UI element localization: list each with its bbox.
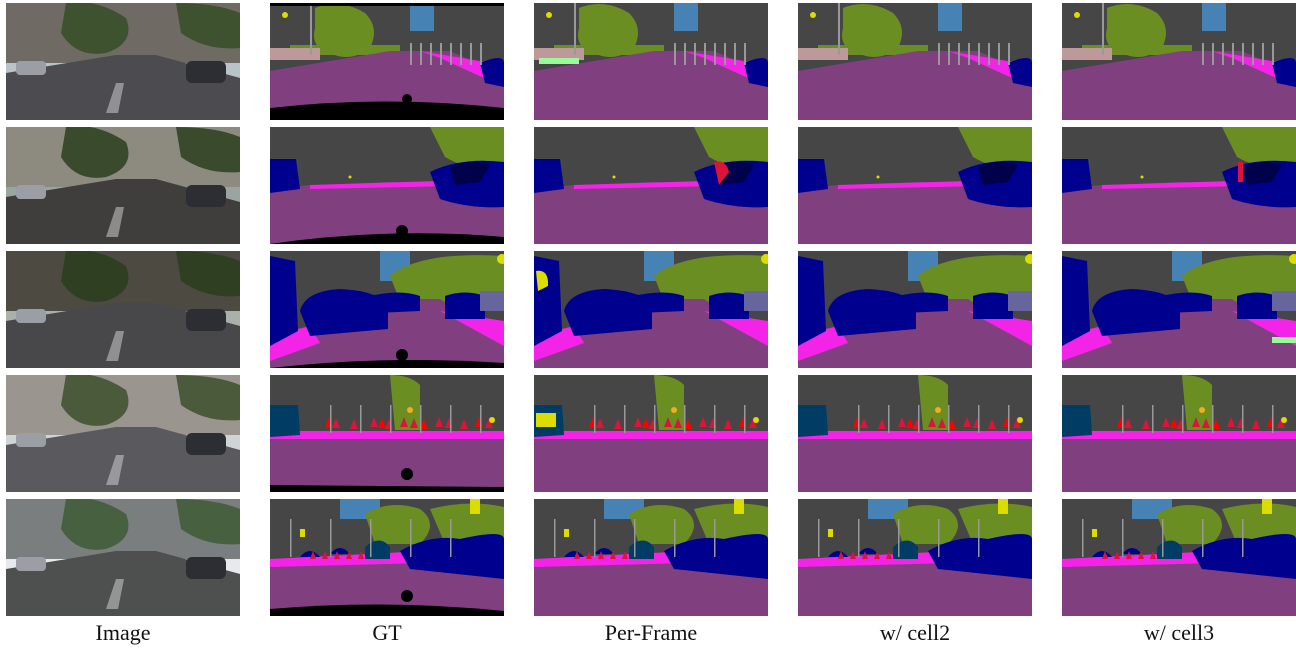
- panel-graphic: [270, 127, 504, 244]
- ground-truth-panel: [270, 499, 504, 616]
- column-label-cell2: w/ cell2: [879, 620, 951, 645]
- column-label-image: Image: [95, 620, 151, 645]
- panel-graphic: [534, 127, 768, 244]
- prediction-panel: [798, 375, 1032, 492]
- panel-graphic: [1062, 499, 1296, 616]
- prediction-panel: [798, 251, 1032, 368]
- prediction-panel: [798, 499, 1032, 616]
- prediction-panel: [534, 251, 768, 368]
- prediction-panel: [798, 3, 1032, 120]
- ground-truth-panel: [270, 375, 504, 492]
- column-label-cell3: w/ cell3: [1143, 620, 1215, 645]
- panel-graphic: [6, 499, 240, 616]
- prediction-panel: [534, 499, 768, 616]
- input-image-panel: [6, 499, 240, 616]
- panel-graphic: [798, 127, 1032, 244]
- prediction-panel: [534, 127, 768, 244]
- panel-graphic: [534, 3, 768, 120]
- panel-graphic: [6, 375, 240, 492]
- panel-graphic: [270, 251, 504, 368]
- panel-graphic: [534, 375, 768, 492]
- panel-graphic: [270, 3, 504, 120]
- panel-graphic: [798, 375, 1032, 492]
- panel-graphic: [534, 251, 768, 368]
- panel-graphic: [798, 3, 1032, 120]
- ground-truth-panel: [270, 127, 504, 244]
- panel-graphic: [798, 251, 1032, 368]
- prediction-panel: [1062, 251, 1296, 368]
- input-image-panel: [6, 127, 240, 244]
- panel-graphic: [6, 3, 240, 120]
- column-label-gt: GT: [372, 620, 402, 645]
- panel-graphic: [6, 251, 240, 368]
- panel-graphic: [270, 375, 504, 492]
- column-label-per-frame: Per-Frame: [604, 620, 698, 645]
- prediction-panel: [798, 127, 1032, 244]
- panel-graphic: [534, 499, 768, 616]
- input-image-panel: [6, 375, 240, 492]
- ground-truth-panel: [270, 3, 504, 120]
- panel-graphic: [6, 127, 240, 244]
- panel-graphic: [798, 499, 1032, 616]
- prediction-panel: [1062, 375, 1296, 492]
- ground-truth-panel: [270, 251, 504, 368]
- panel-graphic: [1062, 3, 1296, 120]
- panel-graphic: [1062, 127, 1296, 244]
- input-image-panel: [6, 251, 240, 368]
- panel-graphic: [1062, 375, 1296, 492]
- prediction-panel: [1062, 499, 1296, 616]
- prediction-panel: [1062, 127, 1296, 244]
- prediction-panel: [534, 375, 768, 492]
- panel-graphic: [1062, 251, 1296, 368]
- prediction-panel: [1062, 3, 1296, 120]
- input-image-panel: [6, 3, 240, 120]
- prediction-panel: [534, 3, 768, 120]
- panel-graphic: [270, 499, 504, 616]
